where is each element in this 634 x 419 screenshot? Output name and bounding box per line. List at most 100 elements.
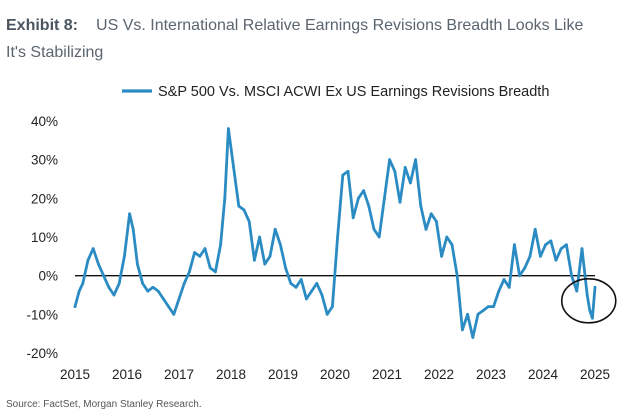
series-point [476, 312, 480, 316]
series-point [492, 305, 495, 308]
series-point [419, 204, 423, 208]
series-point [575, 289, 579, 293]
y-tick-label: 0% [38, 269, 58, 284]
series-point [388, 158, 391, 162]
series-point [223, 196, 227, 200]
series-point [315, 282, 319, 285]
series-point [117, 282, 121, 285]
series-point [214, 270, 217, 274]
y-tick-label: -20% [26, 346, 58, 361]
series-point [237, 204, 241, 208]
series-point [258, 235, 261, 239]
series-point [362, 189, 365, 193]
series-point [502, 278, 506, 281]
source-note: Source: FactSet, Morgan Stanley Research… [6, 399, 202, 410]
x-axis: 2015 2016 2017 2018 2019 2020 2021 2022 2023 2024… [60, 367, 610, 382]
series-point [177, 297, 181, 301]
y-tick-label: 20% [31, 191, 58, 206]
series-point [123, 254, 126, 258]
series-point [450, 243, 454, 247]
series-point [198, 254, 202, 258]
series-point [81, 282, 85, 285]
series-point [188, 270, 191, 274]
series-point [507, 285, 511, 289]
series-point [146, 289, 150, 293]
series-point [156, 289, 160, 293]
series-point [128, 212, 132, 216]
series-point [445, 235, 449, 239]
series-point [102, 274, 105, 278]
series-point [341, 173, 345, 177]
series-point [398, 200, 402, 204]
series-point [455, 274, 459, 278]
y-tick-label: 10% [31, 230, 58, 245]
series-point [471, 336, 475, 339]
series-point [193, 251, 197, 254]
series-point [409, 181, 412, 185]
series-point [279, 243, 282, 247]
series-point [593, 285, 597, 289]
x-tick-label: 2017 [164, 367, 194, 382]
legend-label: S&P 500 Vs. MSCI ACWI Ex US Earnings Rev… [158, 84, 549, 100]
x-tick-label: 2019 [268, 367, 298, 382]
x-tick-label: 2015 [60, 367, 90, 382]
series-point [136, 262, 139, 266]
series-point [461, 328, 464, 332]
series-point [591, 316, 594, 320]
series-point [203, 247, 207, 251]
series-point [580, 247, 584, 251]
series-point [429, 212, 433, 216]
series-point [549, 239, 553, 243]
series-point [141, 282, 145, 285]
series-point [208, 266, 212, 270]
series-point [559, 247, 563, 251]
series-point [268, 254, 272, 258]
series-point [305, 297, 308, 301]
series-point [299, 278, 303, 281]
series-point [232, 166, 236, 169]
series-point [331, 305, 334, 308]
series-point [172, 312, 176, 316]
series-point [424, 227, 428, 231]
series-point [151, 285, 155, 289]
series-point [533, 227, 537, 231]
series-point [73, 305, 77, 308]
series-point [497, 289, 501, 293]
series-point [372, 227, 376, 231]
series-point [393, 169, 397, 173]
series-point [227, 127, 230, 131]
series-point [284, 266, 287, 270]
series-point [351, 216, 355, 220]
series-point [77, 289, 81, 293]
series-point [357, 196, 360, 200]
series-point [523, 266, 527, 270]
series-point [294, 285, 298, 289]
series-point [346, 169, 350, 173]
legend: S&P 500 Vs. MSCI ACWI Ex US Earnings Rev… [122, 84, 549, 100]
y-tick-label: -10% [26, 307, 58, 322]
series-point [570, 274, 573, 278]
series-point [219, 243, 223, 247]
series-point [414, 158, 417, 162]
series-point [253, 258, 256, 262]
x-tick-label: 2018 [216, 367, 246, 382]
series-point [107, 285, 111, 289]
series-point [242, 208, 246, 212]
series-point [289, 282, 293, 285]
series-point [565, 243, 568, 247]
series-point [320, 293, 324, 297]
series-point [97, 262, 100, 266]
x-tick-label: 2020 [320, 367, 350, 382]
x-tick-label: 2023 [476, 367, 506, 382]
series-point [528, 254, 532, 258]
series-point [310, 289, 313, 293]
series-point [585, 293, 589, 297]
series-point [112, 293, 116, 297]
series-point [539, 254, 542, 258]
series-point [481, 309, 485, 312]
y-axis: 40% 30% 20% 10% 0% -10% -20% [26, 114, 58, 361]
series-point [336, 235, 339, 239]
series-point [588, 309, 592, 312]
x-tick-label: 2016 [112, 367, 142, 382]
